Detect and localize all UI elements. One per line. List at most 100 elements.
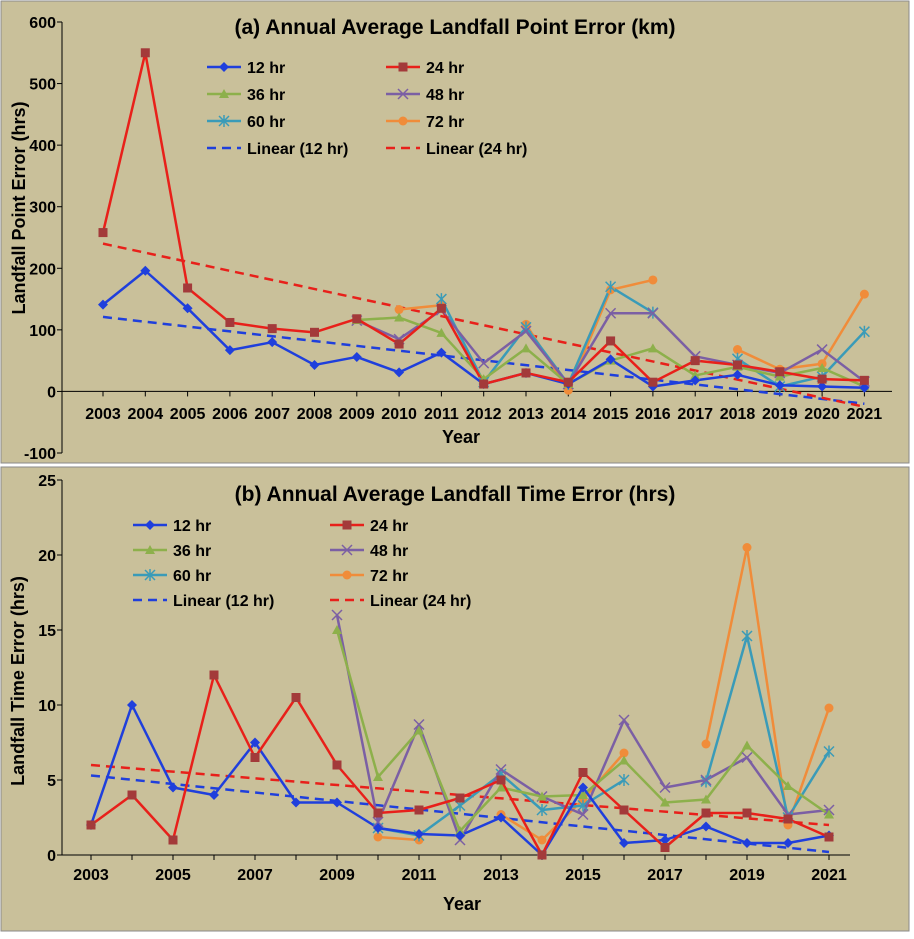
chart-title: (b) Annual Average Landfall Time Error (…	[235, 483, 676, 506]
data-point-24-hr	[352, 314, 362, 324]
data-point-24-hr	[310, 327, 319, 337]
data-point-36-hr	[373, 772, 383, 781]
data-point-36-hr	[742, 740, 752, 750]
data-point-24-hr	[521, 368, 531, 378]
y-tick-label: 0	[47, 384, 56, 401]
data-point-60-hr	[618, 774, 630, 786]
data-point-12-hr	[578, 782, 588, 793]
x-tick-label: 2007	[237, 867, 273, 884]
data-point-12-hr	[859, 382, 870, 393]
data-point-12-hr	[605, 354, 616, 365]
data-point-72-hr	[537, 835, 547, 845]
series-line-72-hr	[377, 835, 420, 842]
chart-b-background	[0, 466, 910, 932]
data-point-72-hr	[648, 275, 658, 285]
data-point-24-hr	[701, 808, 711, 818]
data-point-60-hr	[536, 804, 548, 816]
data-point-12-hr	[660, 835, 670, 845]
data-point-24-hr	[496, 775, 506, 785]
x-tick-label: 2006	[212, 406, 248, 423]
x-ticks: 2003 2004 2005 2006 2007 2008 2009 2010 2011 2012…	[62, 390, 892, 423]
y-ticks: 25 20 15 10 5 0	[38, 473, 63, 865]
data-point-36-hr	[824, 809, 834, 819]
data-point-48-hr	[816, 344, 828, 356]
x-tick-label: 2013	[508, 406, 544, 423]
legend-label: Linear (12 hr)	[247, 141, 348, 158]
data-point-12-hr	[209, 790, 219, 800]
data-point-48-hr	[605, 307, 617, 319]
data-point-12-hr	[436, 347, 447, 358]
data-point-36-hr	[647, 343, 658, 353]
legend-label: Linear (24 hr)	[370, 593, 471, 610]
x-tick-label: 2010	[381, 406, 417, 423]
data-point-24-hr	[98, 228, 108, 238]
data-point-12-hr	[732, 369, 743, 380]
x-tick-label: 2021	[847, 406, 883, 423]
y-axis-label: Landfall Time Error (hrs)	[8, 576, 28, 786]
legend-marker	[145, 545, 155, 554]
data-point-24-hr	[563, 377, 573, 387]
legend-marker	[218, 115, 230, 127]
data-point-36-hr	[817, 363, 828, 373]
x-tick-label: 2005	[170, 406, 206, 423]
legend-marker	[219, 62, 229, 72]
data-point-24-hr	[619, 805, 629, 815]
series-line-60-hr	[704, 634, 831, 819]
data-point-36-hr	[701, 794, 711, 804]
data-point-24-hr	[127, 790, 137, 800]
data-point-24-hr	[479, 379, 489, 389]
data-point-12-hr	[690, 375, 701, 386]
y-ticks: 600 500 400 300 200 100 0 -100	[24, 15, 63, 463]
x-tick-label: 2007	[254, 406, 290, 423]
legend-marker	[341, 544, 353, 556]
data-point-24-hr	[859, 375, 869, 385]
data-point-12-hr	[394, 367, 405, 378]
legend-label: 60 hr	[173, 568, 211, 585]
x-tick-label: 2003	[73, 867, 109, 884]
data-point-48-hr	[413, 718, 425, 731]
series-line-72-hr	[704, 546, 831, 827]
data-point-12-hr	[250, 737, 260, 748]
data-point-12-hr	[267, 337, 278, 348]
data-point-12-hr	[701, 821, 711, 832]
data-point-12-hr	[140, 265, 151, 276]
legend-label: 36 hr	[247, 87, 285, 104]
y-tick-label: -100	[24, 446, 56, 463]
data-point-72-hr	[824, 703, 834, 713]
x-tick-label: 2014	[551, 406, 587, 423]
data-point-24-hr	[660, 843, 670, 852]
y-tick-label: 10	[38, 698, 56, 715]
data-point-12-hr	[168, 782, 178, 793]
data-point-36-hr	[414, 725, 424, 735]
data-point-12-hr	[783, 838, 793, 848]
legend: 12 hr 24 hr 36 hr 48 hr 60 hr 72 hr Linear (12…	[133, 518, 471, 610]
y-tick-label: 20	[38, 548, 56, 565]
legend-marker	[144, 569, 156, 581]
data-point-72-hr	[701, 739, 711, 749]
y-tick-label: 15	[38, 623, 56, 640]
landfall-time-error-chart: (b) Annual Average Landfall Time Error (…	[0, 466, 914, 939]
x-tick-label: 2003	[85, 406, 121, 423]
data-point-12-hr	[373, 823, 383, 833]
chart-b-svg: (b) Annual Average Landfall Time Error (…	[0, 466, 910, 932]
plot-area	[86, 543, 835, 860]
y-tick-label: 500	[29, 77, 56, 94]
data-point-36-hr	[521, 343, 531, 353]
y-tick-label: 5	[47, 773, 56, 790]
data-point-24-hr	[606, 336, 616, 346]
data-point-24-hr	[824, 832, 834, 842]
data-point-24-hr	[394, 339, 404, 349]
data-point-12-hr	[414, 829, 424, 839]
data-point-12-hr	[224, 345, 235, 356]
y-tick-label: 600	[29, 15, 56, 32]
legend-marker	[342, 570, 352, 580]
x-tick-label: 2011	[402, 867, 437, 884]
data-point-24-hr	[168, 835, 178, 845]
x-tick-label: 2012	[466, 406, 502, 423]
data-point-12-hr	[291, 797, 301, 808]
data-point-12-hr	[332, 797, 342, 808]
legend-marker	[145, 520, 155, 530]
y-tick-label: 100	[29, 323, 56, 340]
x-tick-label: 2008	[297, 406, 333, 423]
legend-label: 60 hr	[247, 114, 285, 131]
